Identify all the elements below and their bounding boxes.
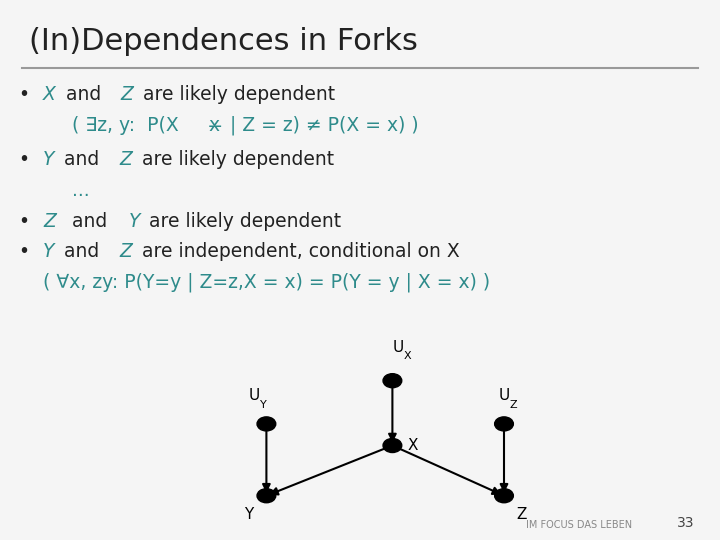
Circle shape bbox=[495, 417, 513, 431]
Text: U: U bbox=[392, 340, 404, 355]
Text: Y: Y bbox=[260, 400, 266, 410]
Circle shape bbox=[383, 438, 402, 453]
Text: U: U bbox=[248, 388, 260, 403]
Text: •: • bbox=[18, 85, 29, 104]
Text: are likely dependent: are likely dependent bbox=[138, 85, 336, 104]
Circle shape bbox=[257, 417, 276, 431]
Text: are likely dependent: are likely dependent bbox=[135, 150, 334, 169]
Text: (In)Dependences in Forks: (In)Dependences in Forks bbox=[29, 27, 418, 56]
Text: Y: Y bbox=[43, 241, 55, 261]
Circle shape bbox=[383, 374, 402, 388]
Text: Z: Z bbox=[119, 150, 132, 169]
Text: Y: Y bbox=[43, 150, 55, 169]
Text: •: • bbox=[18, 150, 29, 169]
Text: X: X bbox=[43, 85, 56, 104]
Text: X: X bbox=[408, 438, 418, 453]
Text: Y: Y bbox=[244, 507, 253, 522]
Text: X: X bbox=[404, 351, 412, 361]
Text: 33: 33 bbox=[678, 516, 695, 530]
Text: are likely dependent: are likely dependent bbox=[143, 212, 341, 231]
Text: Z: Z bbox=[121, 85, 134, 104]
Text: ( ∀x, zy: P(Y=y | Z=z,X = x) = P(Y = y | X = x) ): ( ∀x, zy: P(Y=y | Z=z,X = x) = P(Y = y |… bbox=[43, 272, 490, 292]
Text: •: • bbox=[18, 212, 29, 231]
Text: ...: ... bbox=[72, 180, 89, 200]
Text: Z: Z bbox=[510, 400, 518, 410]
Text: and: and bbox=[58, 150, 105, 169]
Text: •: • bbox=[18, 241, 29, 261]
Text: Z: Z bbox=[43, 212, 56, 231]
Circle shape bbox=[257, 489, 276, 503]
Text: Y: Y bbox=[129, 212, 140, 231]
Text: x̶: x̶ bbox=[210, 116, 221, 135]
Text: U: U bbox=[498, 388, 510, 403]
Text: Z: Z bbox=[119, 241, 132, 261]
Text: and: and bbox=[60, 212, 113, 231]
Text: Z: Z bbox=[517, 507, 527, 522]
Text: and: and bbox=[60, 85, 107, 104]
Text: ( ∃z, y:  P(X: ( ∃z, y: P(X bbox=[72, 116, 179, 135]
Text: | Z = z) ≠ P(X = x) ): | Z = z) ≠ P(X = x) ) bbox=[224, 116, 419, 135]
Text: are independent, conditional on X: are independent, conditional on X bbox=[135, 241, 459, 261]
Text: and: and bbox=[58, 241, 105, 261]
Circle shape bbox=[495, 489, 513, 503]
Text: IM FOCUS DAS LEBEN: IM FOCUS DAS LEBEN bbox=[526, 520, 631, 530]
